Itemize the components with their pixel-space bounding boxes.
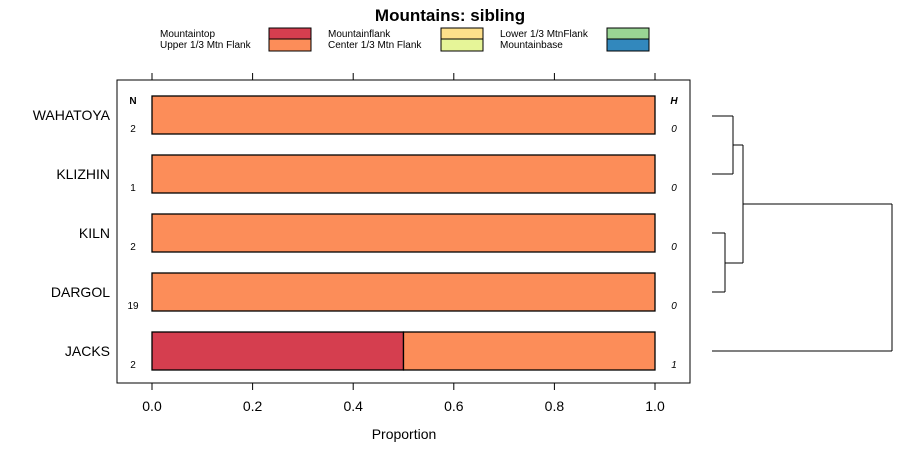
x-tick-label-3: 0.6	[444, 398, 464, 414]
plot-frame	[116, 79, 691, 384]
bar-kiln-upper-1-3-mtn-flank	[151, 213, 656, 253]
row-label-klizhin: KLIZHIN	[56, 166, 110, 182]
row-label-wahatoya: WAHATOYA	[33, 107, 111, 123]
legend-label-center-1-3-mtn-flank: Center 1/3 Mtn Flank	[328, 40, 422, 51]
legend-label-mountaintop: Mountaintop	[160, 29, 215, 40]
h-value-jacks: 1	[671, 360, 677, 371]
chart-title: Mountains: sibling	[375, 6, 525, 25]
legend-label-mountainflank: Mountainflank	[328, 29, 391, 40]
row-labels: WAHATOYA 2 0 KLIZHIN 1 0 KILN 2 0 DARGOL 19 0 JACKS 2…	[33, 107, 678, 371]
row-label-dargol: DARGOL	[51, 284, 110, 300]
bar-wahatoya-upper-1-3-mtn-flank	[151, 95, 656, 135]
legend-swatch-mountaintop	[268, 27, 312, 41]
x-tick-label-0: 0.0	[142, 398, 162, 414]
dendrogram	[712, 115, 893, 352]
legend-label-upper-1-3-mtn-flank: Upper 1/3 Mtn Flank	[160, 40, 252, 51]
n-value-dargol: 19	[127, 301, 139, 312]
x-tick-label-1: 0.2	[243, 398, 263, 414]
h-value-dargol: 0	[671, 301, 677, 312]
bar-jacks-mountaintop	[151, 331, 405, 371]
x-tick-label-5: 1.0	[645, 398, 665, 414]
x-axis-label: Proportion	[372, 426, 437, 442]
legend-swatch-upper-1-3-mtn-flank	[268, 38, 312, 52]
legend-swatch-center-1-3-mtn-flank	[440, 38, 484, 52]
h-value-kiln: 0	[671, 242, 677, 253]
bar-dargol-upper-1-3-mtn-flank	[151, 272, 656, 312]
bar-jacks-upper-1-3-mtn-flank	[402, 331, 656, 371]
x-tick-label-4: 0.8	[545, 398, 565, 414]
legend-swatch-lower-1-3-mtnflank	[606, 27, 650, 41]
h-value-klizhin: 0	[671, 183, 677, 194]
x-tick-label-2: 0.4	[343, 398, 363, 414]
bars	[151, 95, 656, 371]
h-value-wahatoya: 0	[671, 124, 677, 135]
n-value-jacks: 2	[130, 360, 136, 371]
legend-label-mountainbase: Mountainbase	[500, 40, 563, 51]
n-value-kiln: 2	[130, 242, 136, 253]
legend-label-lower-1-3-mtnflank: Lower 1/3 MtnFlank	[500, 29, 589, 40]
bar-klizhin-upper-1-3-mtn-flank	[151, 154, 656, 194]
row-label-kiln: KILN	[79, 225, 110, 241]
n-value-klizhin: 1	[130, 183, 136, 194]
legend-swatch-mountainbase	[606, 38, 650, 52]
n-value-wahatoya: 2	[130, 124, 136, 135]
row-label-jacks: JACKS	[65, 343, 110, 359]
legend-swatch-mountainflank	[440, 27, 484, 41]
x-axis-ticks: 0.0 0.2 0.4 0.6 0.8 1.0	[142, 73, 665, 414]
h-column-header: H	[670, 96, 678, 107]
n-column-header: N	[129, 96, 136, 107]
